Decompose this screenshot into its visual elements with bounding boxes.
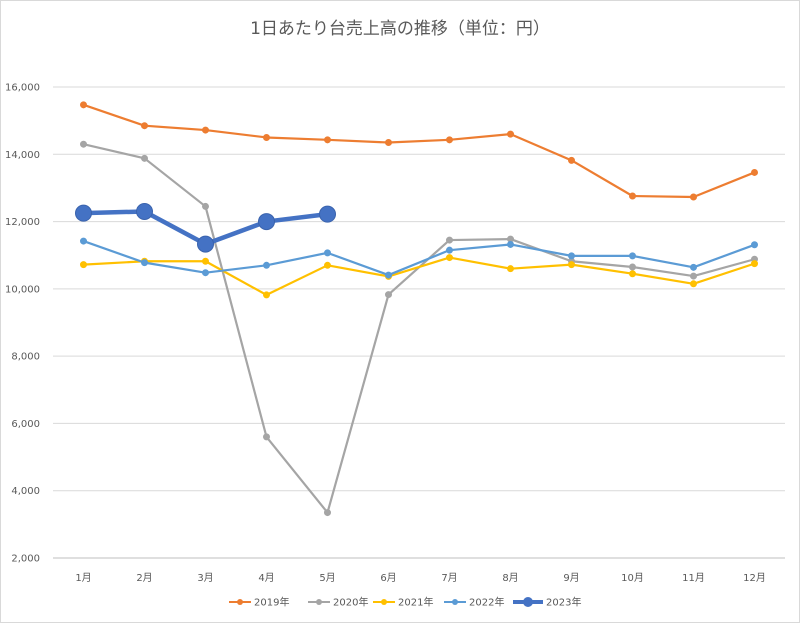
data-point (568, 252, 575, 260)
y-tick-label: 8,000 (11, 352, 40, 363)
x-tick-label: 10月 (621, 572, 644, 584)
x-tick-label: 6月 (380, 572, 396, 584)
data-point (385, 139, 392, 147)
data-point (202, 202, 209, 210)
data-point (690, 280, 697, 288)
legend-label: 2023年 (546, 596, 581, 609)
x-tick-label: 9月 (563, 572, 579, 584)
x-tick-label: 4月 (258, 572, 274, 584)
y-tick-label: 16,000 (5, 83, 40, 94)
y-tick-label: 2,000 (11, 554, 40, 565)
data-point (324, 261, 331, 269)
legend-label: 2022年 (469, 596, 504, 609)
series-line (82, 103, 756, 199)
x-tick-label: 5月 (319, 572, 335, 584)
data-point (263, 433, 270, 441)
data-point (202, 126, 209, 134)
data-point (202, 269, 209, 277)
series-line (82, 239, 756, 277)
data-point (258, 213, 275, 231)
legend-item: 2023年 (513, 596, 581, 609)
series-2019年 (80, 101, 758, 201)
y-tick-label: 12,000 (5, 217, 40, 228)
y-tick-label: 4,000 (11, 486, 40, 497)
legend-item: 2021年 (373, 596, 433, 609)
data-point (751, 260, 758, 268)
data-point (629, 263, 636, 271)
y-axis-ticks: 2,000 4,000 6,000 8,000 10,000 12,000 14,000 16… (5, 83, 40, 565)
data-point (263, 291, 270, 299)
x-tick-label: 3月 (197, 572, 213, 584)
x-tick-label: 2月 (136, 572, 152, 584)
data-point (80, 237, 87, 245)
legend-swatch-marker (523, 597, 533, 607)
data-point (75, 204, 92, 222)
chart-title: 1日あたり台売上高の推移（単位：円） (250, 19, 550, 39)
x-tick-label: 11月 (682, 572, 705, 584)
series-line (82, 143, 756, 514)
data-point (446, 136, 453, 144)
series-layer (75, 101, 758, 517)
data-point (385, 271, 392, 279)
y-tick-label: 14,000 (5, 150, 40, 161)
data-point (629, 252, 636, 260)
legend-item: 2020年 (308, 596, 368, 609)
data-point (80, 261, 87, 269)
data-point (751, 241, 758, 249)
x-tick-label: 7月 (441, 572, 457, 584)
data-point (141, 154, 148, 162)
data-point (324, 509, 331, 517)
data-point (141, 259, 148, 267)
legend-label: 2019年 (254, 596, 289, 609)
legend-item: 2022年 (444, 596, 504, 609)
data-point (324, 136, 331, 144)
data-point (446, 246, 453, 254)
data-point (568, 261, 575, 269)
legend-item: 2019年 (229, 596, 289, 609)
data-point (263, 133, 270, 141)
data-point (507, 240, 514, 248)
data-point (385, 291, 392, 299)
series-2023年 (75, 202, 336, 253)
data-point (568, 156, 575, 164)
data-point (324, 249, 331, 257)
data-point (507, 265, 514, 273)
series-2022年 (80, 237, 758, 279)
x-axis-ticks: 1月 2月 3月 4月 5月 6月 7月 8月 9月 10月 11月 12月 (75, 572, 766, 584)
data-point (202, 257, 209, 265)
legend-swatch-marker (237, 599, 243, 605)
data-point (629, 192, 636, 200)
data-point (751, 168, 758, 176)
data-point (263, 261, 270, 269)
data-point (446, 254, 453, 262)
data-point (80, 101, 87, 109)
data-point (507, 130, 514, 138)
legend-swatch-marker (452, 599, 458, 605)
x-tick-label: 12月 (743, 572, 766, 584)
data-point (136, 202, 153, 220)
series-line (82, 256, 756, 297)
gridlines (53, 86, 785, 559)
y-tick-label: 6,000 (11, 419, 40, 430)
x-tick-label: 8月 (502, 572, 518, 584)
legend-label: 2020年 (333, 596, 368, 609)
y-tick-label: 10,000 (5, 284, 40, 295)
data-point (80, 140, 87, 148)
data-point (141, 122, 148, 130)
x-tick-label: 1月 (75, 572, 91, 584)
legend-label: 2021年 (398, 596, 433, 609)
data-point (446, 236, 453, 244)
data-point (197, 235, 214, 253)
data-point (690, 263, 697, 271)
legend: 2019年 2020年 2021年 2022年 2023年 (229, 596, 581, 609)
data-point (629, 270, 636, 278)
legend-swatch-marker (316, 599, 322, 605)
legend-swatch-marker (381, 599, 387, 605)
data-point (690, 193, 697, 201)
data-point (690, 272, 697, 280)
data-point (319, 205, 336, 223)
